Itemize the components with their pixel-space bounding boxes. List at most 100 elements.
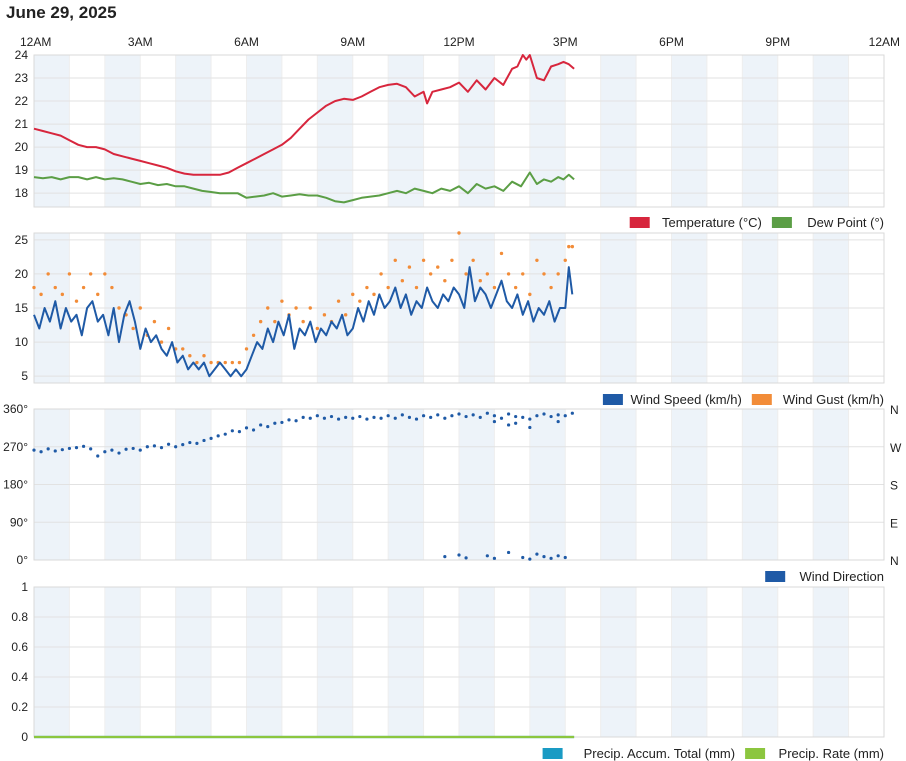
wind-gust-point: [166, 326, 171, 331]
wind-direction-point: [478, 415, 482, 419]
wind-direction-point: [280, 420, 284, 425]
wind-direction-point: [74, 445, 79, 450]
time-axis-label: 3AM: [128, 35, 153, 49]
compass-label: W: [890, 441, 902, 455]
wind-direction-point: [492, 414, 497, 418]
wind-direction-point: [145, 445, 149, 449]
wind-gust-point: [195, 360, 199, 365]
wind-direction-point: [443, 555, 447, 559]
wind-direction-point: [521, 415, 525, 419]
wind-direction-point: [528, 417, 532, 421]
temperatureline: [33, 54, 575, 176]
wind-direction-point: [216, 434, 220, 438]
wind-direction-point: [39, 450, 43, 454]
wind-direction-point: [556, 413, 560, 417]
wind-gust-point: [457, 231, 461, 235]
hour-band: [388, 55, 424, 207]
wind-gust-point: [280, 299, 284, 303]
wind-gust-point: [464, 272, 468, 276]
legend-label: Temperature (°C): [662, 215, 762, 230]
wind-direction-point: [67, 446, 72, 451]
wind-direction-point: [365, 417, 369, 421]
wind-direction-point: [464, 556, 468, 560]
wind-direction-point: [138, 448, 142, 452]
wind-gust-point: [485, 272, 490, 276]
wind-gust-point: [188, 354, 192, 358]
dew-pointline: [33, 171, 575, 204]
wind-direction-point: [506, 412, 511, 416]
wind-direction-point: [521, 555, 525, 560]
legend-swatch: [751, 394, 772, 405]
wind-direction-point: [32, 448, 36, 452]
wind-gust-point: [393, 258, 397, 262]
y-tick-label: 1: [21, 580, 28, 594]
compass-label: N: [890, 403, 899, 417]
wind-gust-point: [549, 285, 553, 290]
wind-direction-point: [450, 414, 454, 418]
wind-direction-point: [542, 412, 546, 416]
hour-band: [813, 55, 849, 207]
legend-label: Wind Gust (km/h): [783, 392, 884, 407]
time-axis-label: 12PM: [443, 35, 474, 49]
wind-gust-point: [400, 279, 405, 283]
time-axis-label: 12AM: [20, 35, 51, 49]
wind-direction-point: [287, 418, 291, 422]
hour-band: [175, 55, 212, 207]
wind-gust-point: [343, 313, 348, 317]
wind-gust-point: [372, 292, 376, 297]
wind-direction-point: [351, 416, 355, 420]
legend-swatch: [771, 217, 792, 228]
wind-direction-point: [322, 416, 327, 420]
time-axis-label: 9AM: [340, 35, 365, 49]
wind-direction-point: [188, 440, 192, 445]
wind-direction-point: [542, 555, 546, 559]
wind-gust-point: [421, 258, 426, 262]
legend-label: Dew Point (°): [807, 215, 884, 230]
legend-label: Wind Direction: [799, 569, 884, 584]
hour-band: [742, 55, 778, 207]
wind-direction-point: [117, 451, 121, 455]
legend-label: Precip. Accum. Total (mm): [584, 746, 735, 761]
wind-gust-point: [138, 306, 142, 310]
hour-band: [317, 587, 353, 737]
wind-direction-point: [344, 415, 348, 419]
wind-direction-point: [46, 447, 50, 451]
wind-gust-point: [436, 265, 440, 269]
wind-gust-point: [365, 285, 369, 290]
wind-direction-point: [358, 414, 362, 419]
legend-label: Wind Speed (km/h): [631, 392, 742, 407]
wind-direction-point: [103, 450, 107, 454]
chart-panel-3: [32, 408, 885, 582]
y-tick-label: 0.8: [11, 610, 28, 624]
wind-direction-point: [400, 413, 404, 417]
wind-direction-point: [294, 419, 298, 423]
wind-speedline: [33, 266, 574, 378]
wind-gust-point: [471, 258, 475, 262]
wind-gust-point: [67, 272, 72, 276]
wind-direction-point: [563, 414, 567, 418]
compass-label: S: [890, 479, 898, 493]
wind-gust-point: [223, 360, 227, 365]
wind-direction-point: [60, 448, 64, 452]
hour-band: [317, 55, 353, 207]
wind-direction-point: [514, 421, 518, 425]
y-tick-label: 360°: [3, 402, 28, 416]
compass-label: E: [890, 516, 898, 530]
wind-direction-point: [89, 447, 93, 451]
wind-direction-point: [174, 445, 178, 449]
wind-gust-point: [131, 326, 135, 331]
y-tick-label: 270°: [3, 440, 28, 454]
y-tick-label: 0.6: [11, 640, 28, 654]
wind-gust-point: [244, 347, 249, 351]
wind-gust-point: [570, 244, 575, 249]
y-tick-label: 90°: [10, 515, 28, 529]
hour-band: [246, 587, 282, 737]
wind-direction-point: [379, 416, 383, 420]
wind-gust-point: [294, 306, 298, 310]
wind-direction-point: [181, 443, 185, 447]
wind-direction-point: [315, 414, 319, 418]
wind-direction-point: [166, 442, 171, 446]
wind-direction-point: [372, 415, 376, 419]
wind-direction-point: [556, 554, 560, 558]
wind-gust-point: [379, 272, 383, 276]
